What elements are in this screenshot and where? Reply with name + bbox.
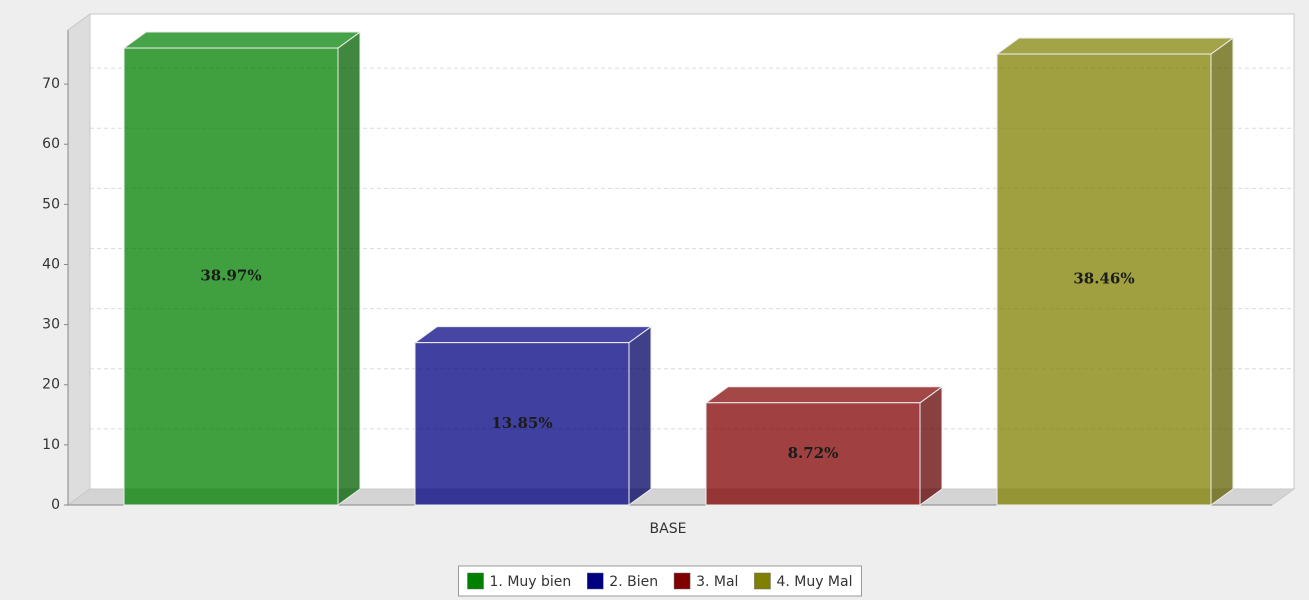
legend-box — [458, 565, 862, 597]
bar-side — [628, 325, 652, 506]
bar-top — [995, 37, 1235, 55]
y-tick-label: 70 — [42, 76, 60, 92]
bar-top — [413, 326, 653, 344]
bar-side — [337, 31, 361, 506]
y-tick-label: 10 — [42, 437, 60, 453]
legend-label: 2. Bien — [609, 574, 658, 590]
x-tick-label: BASE — [650, 521, 687, 537]
legend-swatch — [467, 572, 484, 590]
legend-swatch — [587, 572, 604, 590]
value-label: 8.72% — [788, 444, 839, 462]
y-tick-label: 30 — [42, 317, 60, 333]
legend-label: 4. Muy Mal — [776, 574, 852, 590]
legend-swatch — [754, 572, 771, 590]
bar-front — [705, 402, 921, 506]
y-tick-label: 40 — [42, 256, 60, 272]
bar-side — [919, 385, 943, 506]
bar — [413, 325, 653, 506]
bar-front — [996, 53, 1212, 506]
value-label: 38.46% — [1073, 270, 1134, 288]
y-tick-label: 0 — [51, 497, 60, 513]
plot-left-wall — [67, 13, 91, 506]
value-label: 38.97% — [200, 267, 261, 285]
legend-swatch — [673, 572, 691, 590]
y-tick-label: 60 — [42, 136, 60, 152]
bar-front — [123, 47, 339, 506]
bar — [704, 385, 944, 506]
bar — [122, 31, 362, 506]
bar-top — [122, 31, 362, 49]
y-tick-label: 20 — [42, 377, 60, 393]
bar-top — [704, 386, 944, 404]
bar-front — [414, 342, 630, 506]
value-label: 13.85% — [491, 414, 552, 432]
legend-label: 3. Mal — [696, 574, 738, 590]
bar — [995, 37, 1235, 506]
legend-label: 1. Muy bien — [490, 574, 572, 590]
legend: 1. Muy bien 2. Bien 3. Mal 4. Muy Mal — [458, 565, 862, 597]
y-tick-label: 50 — [42, 196, 60, 212]
bar-side — [1210, 37, 1234, 506]
